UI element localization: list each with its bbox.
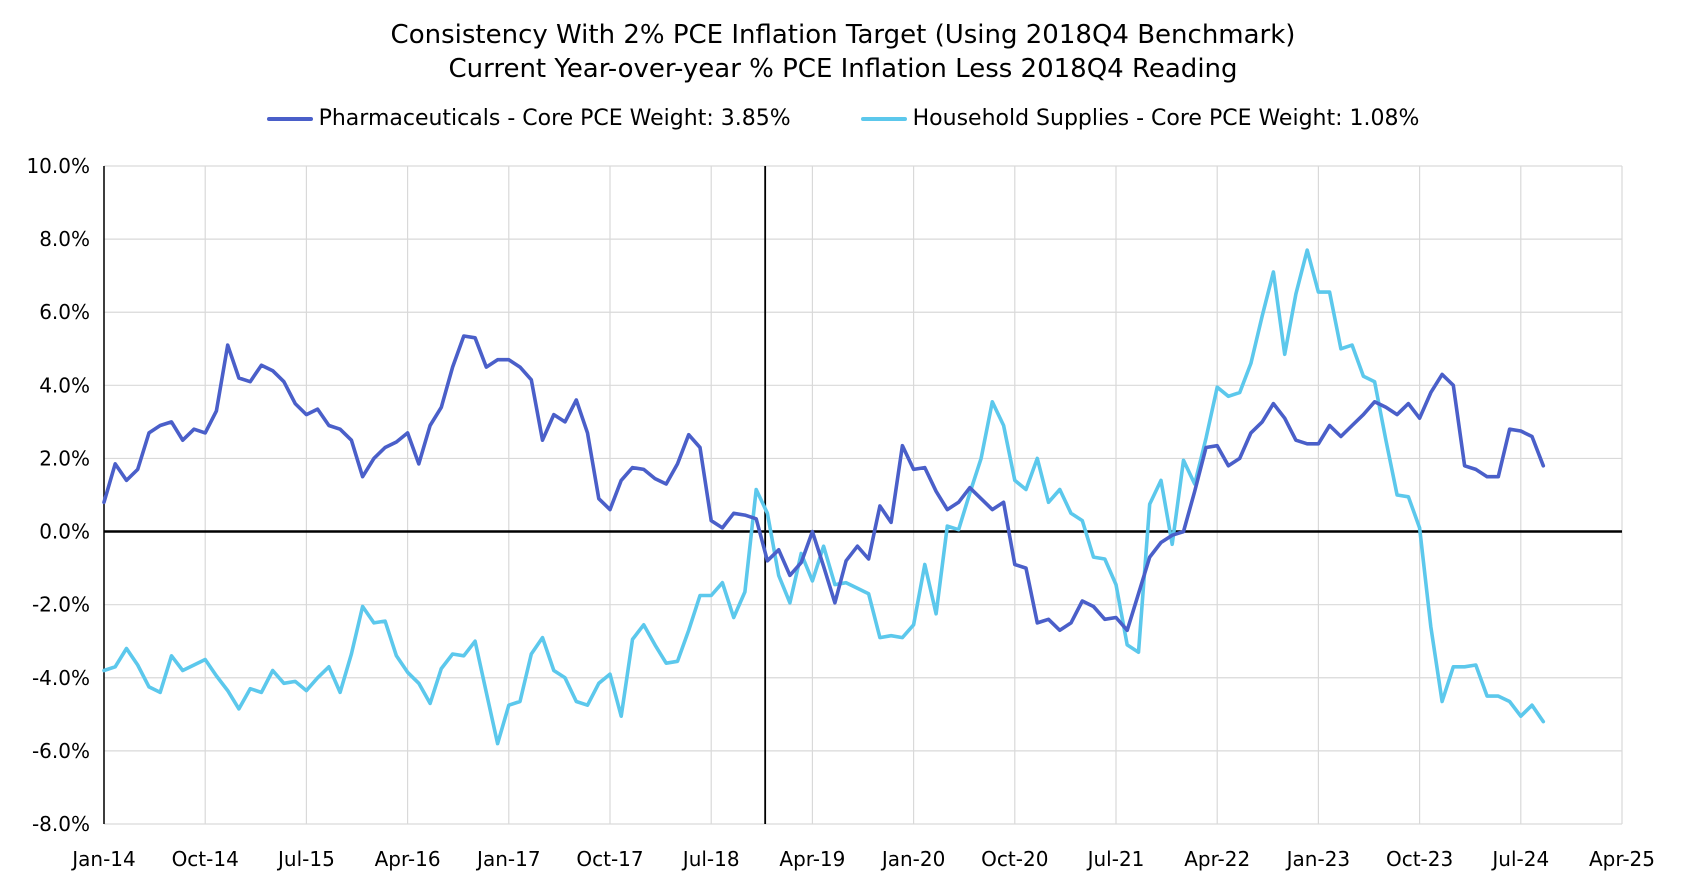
y-tick-label: 0.0%	[39, 520, 90, 544]
x-tick-label: Apr-19	[779, 847, 845, 871]
y-tick-label: -8.0%	[32, 812, 90, 836]
legend-swatch-pharmaceuticals	[266, 116, 313, 121]
legend-label-pharmaceuticals: Pharmaceuticals - Core PCE Weight: 3.85%	[318, 106, 791, 131]
y-tick-label: 2.0%	[39, 446, 90, 470]
x-tick-label: Jan-14	[70, 847, 136, 871]
y-tick-label: 6.0%	[39, 300, 90, 324]
x-tick-label: Jan-23	[1285, 847, 1351, 871]
x-tick-label: Jul-15	[276, 847, 335, 871]
y-tick-label: 8.0%	[39, 227, 90, 251]
y-tick-label: 10.0%	[26, 154, 90, 178]
y-tick-label: -6.0%	[32, 739, 90, 763]
x-tick-label: Jul-21	[1086, 847, 1145, 871]
legend-item-household-supplies: Household Supplies - Core PCE Weight: 1.…	[860, 106, 1420, 131]
y-tick-label: 4.0%	[39, 373, 90, 397]
x-tick-label: Oct-23	[1386, 847, 1453, 871]
x-tick-label: Oct-14	[172, 847, 239, 871]
series-line-pharmaceuticals	[102, 334, 1546, 633]
x-tick-label: Apr-16	[375, 847, 441, 871]
series-line-household-supplies	[102, 248, 1546, 746]
x-tick-label: Oct-17	[576, 847, 643, 871]
x-tick-label: Oct-20	[981, 847, 1048, 871]
x-tick-label: Jul-18	[681, 847, 740, 871]
y-tick-label: -2.0%	[32, 593, 90, 617]
legend-item-pharmaceuticals: Pharmaceuticals - Core PCE Weight: 3.85%	[266, 106, 791, 131]
legend-swatch-household-supplies	[860, 116, 907, 121]
legend-label-household-supplies: Household Supplies - Core PCE Weight: 1.…	[912, 106, 1420, 131]
chart-title: Consistency With 2% PCE Inflation Target…	[390, 20, 1296, 50]
x-tick-label: Jan-17	[475, 847, 541, 871]
x-tick-label: Apr-22	[1184, 847, 1250, 871]
y-tick-label: -4.0%	[32, 666, 90, 690]
legend: Pharmaceuticals - Core PCE Weight: 3.85%…	[0, 106, 1686, 131]
x-tick-label: Apr-25	[1589, 847, 1655, 871]
x-tick-label: Jul-24	[1490, 847, 1549, 871]
chart-subtitle: Current Year-over-year % PCE Inflation L…	[448, 54, 1238, 84]
x-tick-label: Jan-20	[880, 847, 946, 871]
